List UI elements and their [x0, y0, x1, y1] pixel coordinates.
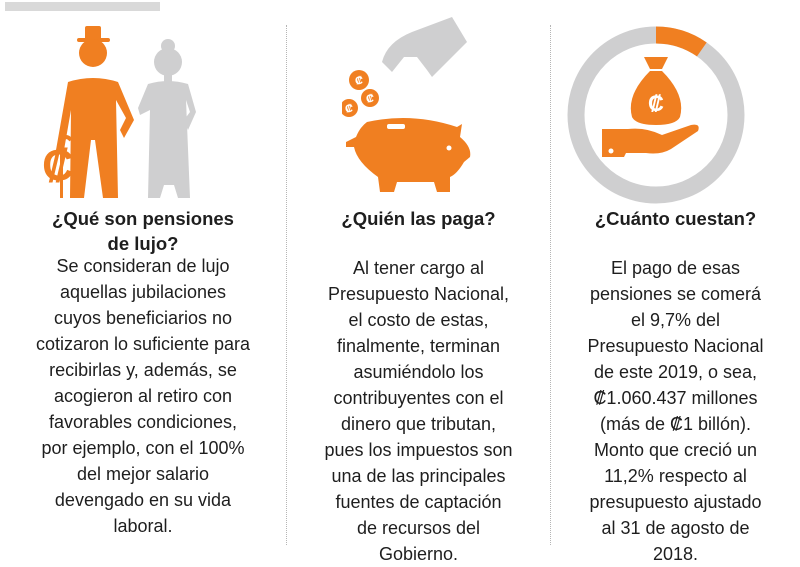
body-line: una de las principales [331, 466, 506, 486]
top-bar [5, 2, 160, 11]
body-line: de recursos del [356, 518, 481, 538]
section-how-much: ₡ ¿Cuánto cuestan? El pago de esas pensi… [551, 0, 800, 564]
divider [550, 25, 551, 545]
section-luxury-pensions: ₡ ¿Qué son pensiones de lujo? Se conside… [0, 0, 286, 549]
svg-text:₡: ₡ [345, 103, 353, 115]
money-bag-hand-icon: ₡ [602, 57, 699, 157]
heading-line: ¿Cuánto cuestan? [594, 208, 757, 229]
body-line: devengado en su vida [54, 490, 232, 510]
body-line: Presupuesto Nacional, [327, 284, 510, 304]
body-line: favorables condiciones, [48, 412, 238, 432]
ring-chart: ₡ [567, 26, 745, 204]
heading-line: ¿Quién las paga? [341, 208, 496, 229]
body-line: recibirlas y, además, se [49, 360, 237, 380]
body-line: fuentes de captación [335, 492, 502, 512]
svg-text:₡: ₡ [648, 91, 664, 116]
body-line: El pago de esas [610, 258, 741, 278]
body-line: asumiéndolo los [353, 362, 484, 382]
body-line: acogieron al retiro con [53, 386, 233, 406]
section-heading: ¿Cuánto cuestan? [551, 206, 800, 231]
body-line: finalmente, terminan [336, 336, 501, 356]
body-line: ₡1.060.437 millones [593, 388, 758, 408]
body-line: cotizaron lo suficiente para [35, 334, 251, 354]
body-line: contribuyentes con el [333, 388, 504, 408]
section-body: El pago de esas pensiones se comerá el 9… [551, 255, 800, 567]
body-line: Al tener cargo al [352, 258, 485, 278]
ring-fill [567, 26, 745, 204]
body-line: por ejemplo, con el 100% [41, 438, 245, 458]
svg-text:₡: ₡ [355, 75, 363, 87]
body-line: aquellas jubilaciones [59, 282, 227, 302]
body-line: pues los impuestos son [324, 440, 513, 460]
body-line: Se consideran de lujo [56, 256, 230, 276]
body-line: laboral. [113, 516, 173, 536]
body-line: dinero que tributan, [340, 414, 497, 434]
svg-text:₡: ₡ [42, 141, 74, 190]
section-who-pays: ₡ ₡ ₡ ¿Quién las paga? Al tener cargo al… [287, 0, 550, 564]
piggy-bank-icon: ₡ ₡ ₡ [342, 17, 471, 192]
body-line: Gobierno. [378, 544, 459, 564]
body-line: 2018. [652, 544, 699, 564]
body-line: Monto que creció un [593, 440, 758, 460]
svg-text:₡: ₡ [366, 93, 374, 105]
section-heading: ¿Qué son pensiones de lujo? [0, 206, 286, 256]
body-line: el 9,7% del [630, 310, 721, 330]
section-body: Se consideran de lujo aquellas jubilacio… [0, 253, 286, 539]
body-line: cuyos beneficiarios no [53, 308, 233, 328]
divider [286, 25, 287, 545]
heading-line: de lujo? [107, 233, 179, 254]
body-line: presupuesto ajustado [589, 492, 762, 512]
body-line: pensiones se comerá [589, 284, 762, 304]
body-line: del mejor salario [76, 464, 210, 484]
section-heading: ¿Quién las paga? [287, 206, 550, 231]
section-body: Al tener cargo al Presupuesto Nacional, … [287, 255, 550, 567]
body-line: 11,2% respecto al [604, 466, 747, 486]
body-line: al 31 de agosto de [601, 518, 750, 538]
body-line: de este 2019, o sea, [593, 362, 758, 382]
heading-line: ¿Qué son pensiones [52, 208, 234, 229]
body-line: (más de ₡1 billón). [599, 414, 752, 434]
body-line: Presupuesto Nacional [587, 336, 764, 356]
body-line: el costo de estas, [348, 310, 489, 330]
elderly-couple-icon: ₡ [42, 26, 196, 198]
